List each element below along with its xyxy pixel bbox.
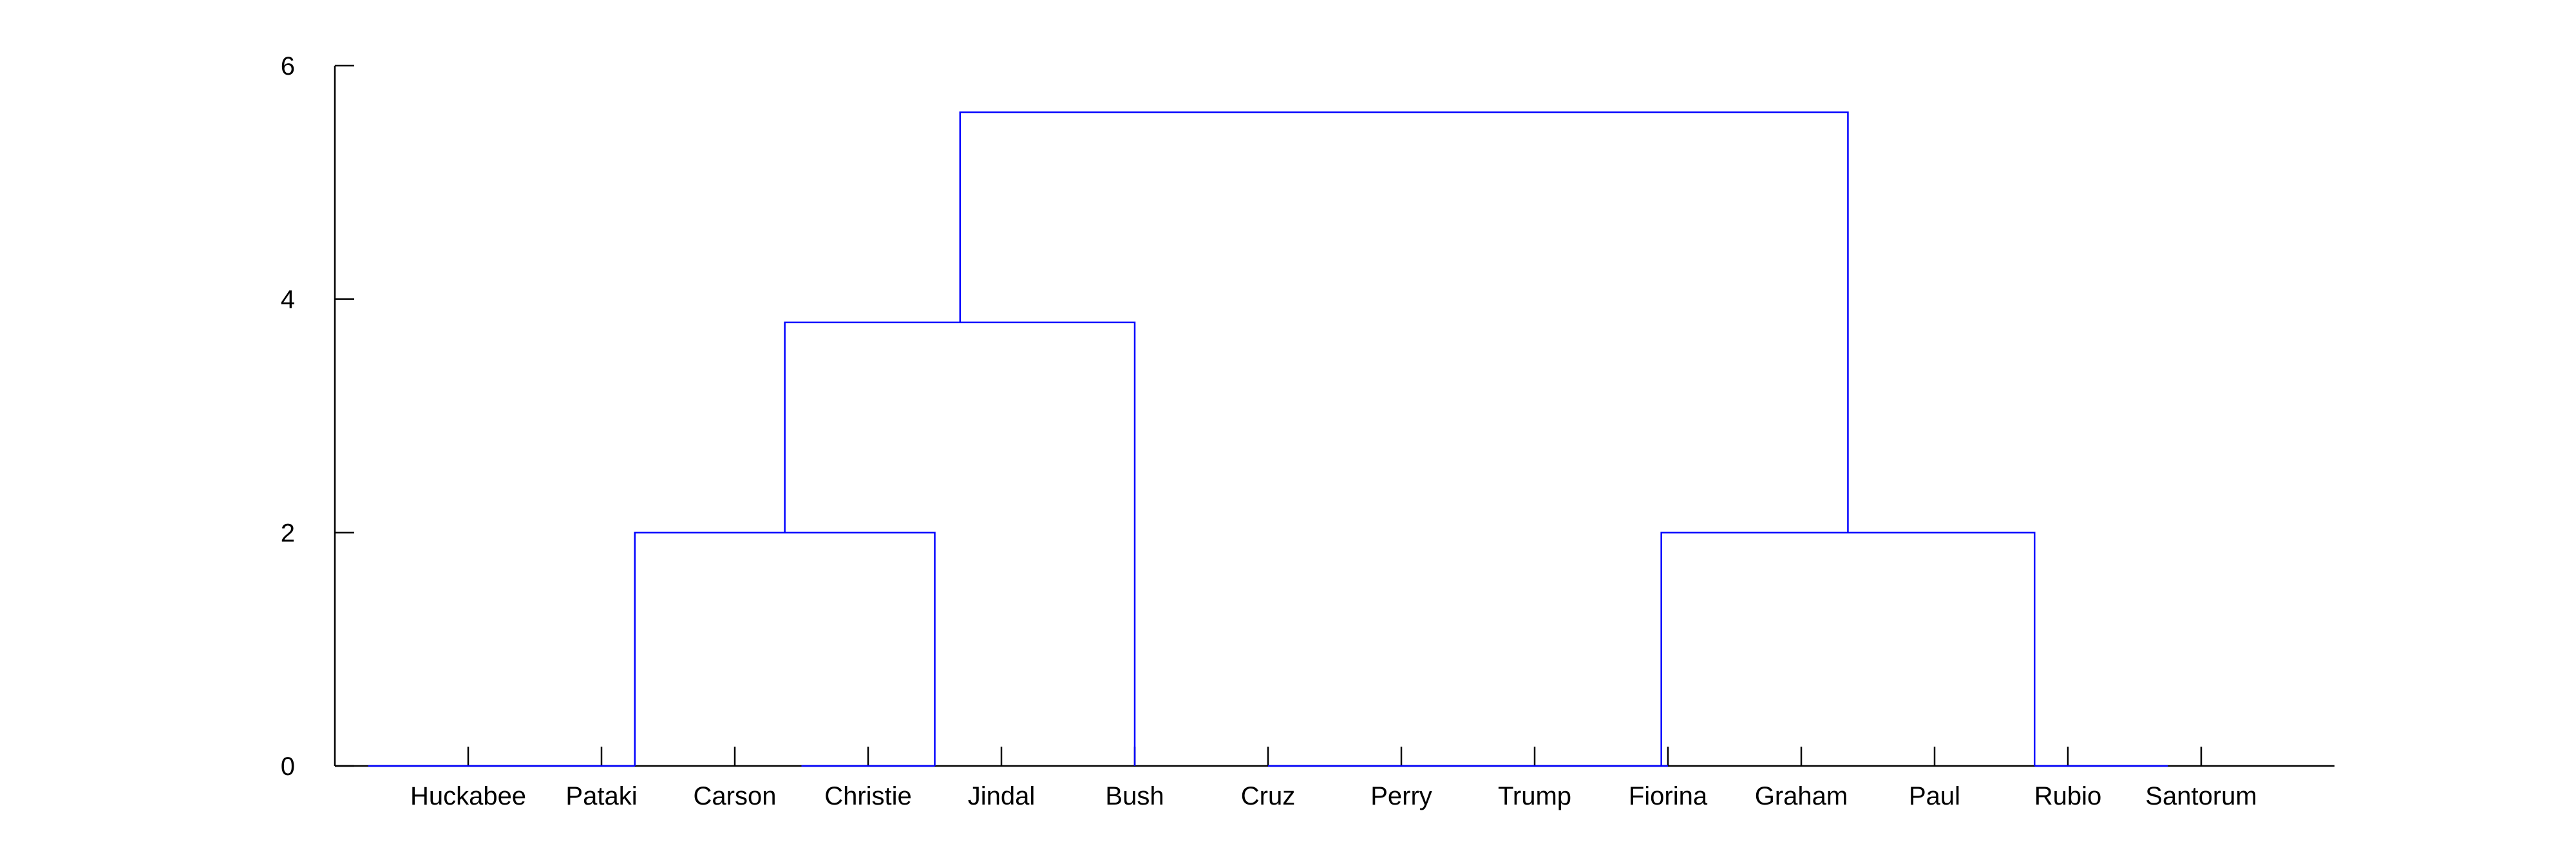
leaf-label: Fiorina <box>1629 782 1708 810</box>
leaf-label: Trump <box>1498 782 1571 810</box>
leaf-label: Perry <box>1370 782 1432 810</box>
leaf-label: Carson <box>694 782 777 810</box>
dendrogram-link <box>1660 532 2036 766</box>
leaf-label: Graham <box>1755 782 1848 810</box>
dendrogram-link <box>959 111 1849 533</box>
leaf-label: Santorum <box>2145 782 2257 810</box>
y-tick-label: 4 <box>281 286 295 314</box>
leaf-label: Jindal <box>968 782 1036 810</box>
leaf-label: Huckabee <box>410 782 526 810</box>
leaf-label: Christie <box>824 782 912 810</box>
leaf-label: Pataki <box>565 782 637 810</box>
x-ticks: Huckabee Pataki Carson Christie Jindal Bush Cr… <box>410 747 2257 810</box>
y-tick-label: 2 <box>281 519 295 547</box>
leaf-label: Bush <box>1105 782 1164 810</box>
y-ticks: 0 2 4 6 <box>281 52 354 781</box>
dendrogram-link <box>634 532 936 766</box>
leaf-label: Rubio <box>2034 782 2102 810</box>
leaf-label: Cruz <box>1241 782 1295 810</box>
dendrogram-link <box>784 321 1136 766</box>
dendrogram-links <box>368 111 2168 767</box>
leaf-label: Paul <box>1909 782 1960 810</box>
y-tick-label: 0 <box>281 752 295 781</box>
y-tick-label: 6 <box>281 52 295 80</box>
